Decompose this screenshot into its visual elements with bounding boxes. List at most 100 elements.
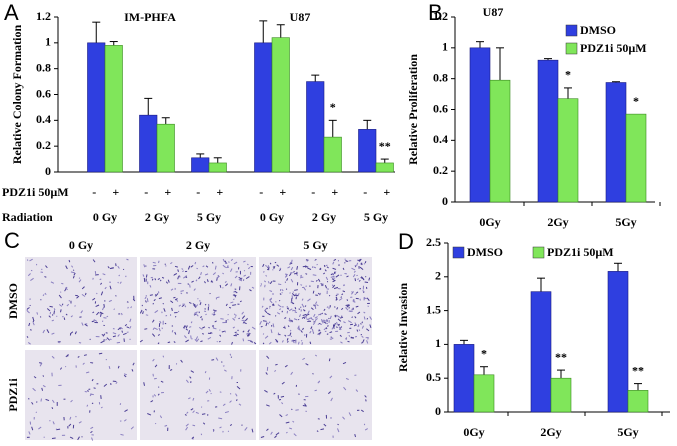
cell <box>219 284 222 288</box>
cell <box>142 311 144 315</box>
significance: ** <box>555 350 567 364</box>
cell <box>345 307 349 311</box>
y-tick-label: 0.2 <box>433 163 448 177</box>
column-label: 5 Gy <box>303 238 327 252</box>
cell <box>162 355 165 358</box>
significance: * <box>633 94 639 108</box>
cell <box>154 310 159 314</box>
cell <box>152 302 154 305</box>
cell <box>197 298 199 300</box>
cell <box>340 307 344 311</box>
cell <box>232 317 236 321</box>
cell <box>336 307 339 310</box>
cell <box>81 286 85 290</box>
y-axis-label: Relative Invasion <box>396 283 410 372</box>
cell <box>74 305 76 307</box>
cell <box>158 327 161 332</box>
cell <box>81 322 84 326</box>
cell <box>200 316 203 318</box>
cell <box>91 437 94 441</box>
cell <box>342 416 346 420</box>
cell <box>269 281 273 285</box>
cell <box>36 312 39 315</box>
bar <box>306 81 325 173</box>
cell <box>108 366 111 370</box>
cell <box>359 266 364 270</box>
cell <box>350 291 354 295</box>
cell <box>157 277 161 280</box>
cell <box>332 261 335 265</box>
cell <box>32 322 35 326</box>
cell <box>112 335 117 338</box>
cell <box>194 338 197 342</box>
cell <box>288 273 292 277</box>
cell <box>335 296 338 301</box>
cell <box>71 265 74 268</box>
cell <box>294 307 297 310</box>
cell <box>167 341 171 344</box>
cell <box>106 315 109 318</box>
cell <box>202 265 205 268</box>
cell <box>343 284 345 287</box>
cell <box>300 274 303 277</box>
cell <box>70 331 74 335</box>
cell <box>244 318 248 322</box>
cell <box>224 411 229 414</box>
cell <box>290 266 294 271</box>
cell <box>192 424 196 427</box>
cell <box>98 352 103 355</box>
cell <box>289 329 292 332</box>
cell <box>265 265 268 267</box>
cell <box>174 331 177 335</box>
cell <box>44 292 47 296</box>
cell <box>267 312 271 316</box>
x-tick-label: 5 Gy <box>197 210 221 224</box>
cell <box>125 275 127 278</box>
cell <box>305 313 310 316</box>
cell <box>326 322 329 325</box>
cell <box>234 316 236 319</box>
cell <box>338 297 343 301</box>
cell <box>108 299 112 303</box>
cell <box>294 311 298 314</box>
cell <box>354 316 357 319</box>
cell <box>320 428 325 431</box>
cell <box>275 301 277 303</box>
cell <box>362 339 365 344</box>
cell <box>208 389 211 392</box>
cell <box>339 334 342 337</box>
cell <box>198 276 201 280</box>
cell <box>195 304 199 308</box>
annotation: IM-PHFA <box>124 10 176 24</box>
cell <box>338 326 342 331</box>
cell <box>357 311 361 315</box>
y-tick-label: 0.2 <box>36 138 51 152</box>
cell <box>149 294 153 296</box>
chart-title: U87 <box>483 5 504 19</box>
cell <box>289 427 293 430</box>
cell <box>157 334 160 336</box>
cell <box>333 327 335 329</box>
bar <box>254 42 273 173</box>
cell <box>230 301 234 304</box>
cell <box>120 433 124 436</box>
cell <box>26 307 30 310</box>
cell <box>152 319 155 323</box>
cell <box>270 431 273 435</box>
y-tick-label: 1 <box>435 336 441 350</box>
cell <box>285 288 288 290</box>
x-tick-label: 0 Gy <box>93 210 117 224</box>
legend-swatch <box>532 246 545 259</box>
cell <box>281 292 283 294</box>
cell <box>297 341 300 345</box>
bar <box>323 136 342 173</box>
y-tick-label: 1 <box>45 35 51 49</box>
cell <box>315 279 318 282</box>
x-tick-label: 2Gy <box>547 215 568 229</box>
cell <box>226 266 230 269</box>
cell <box>236 399 238 402</box>
cell <box>293 318 298 321</box>
cell <box>307 310 310 315</box>
bar <box>453 344 475 413</box>
cell <box>213 309 217 314</box>
